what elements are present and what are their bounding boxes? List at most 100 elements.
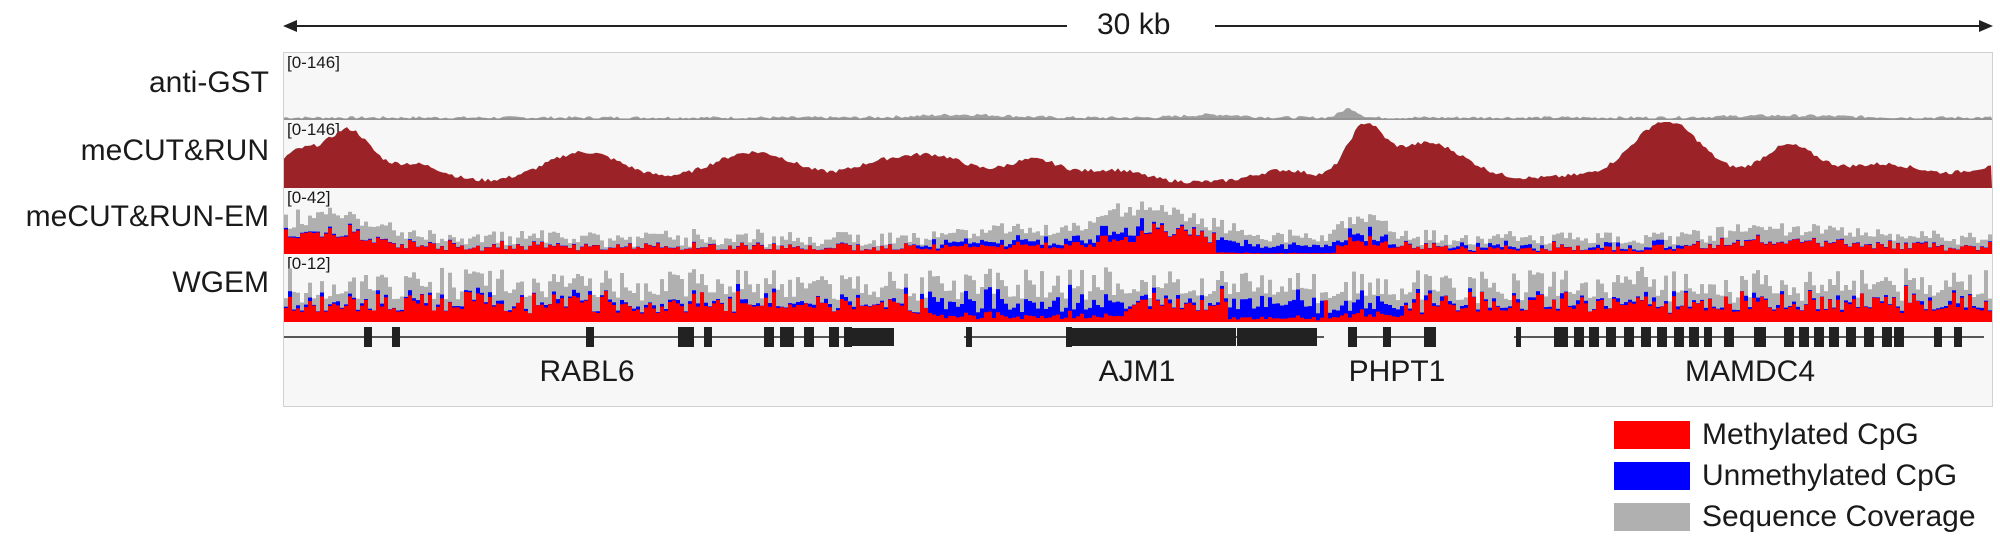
signal-bar [508, 236, 512, 254]
signal-bar [1416, 236, 1420, 254]
signal-bar [496, 278, 500, 322]
signal-bar [1340, 221, 1344, 254]
signal-bar [1964, 289, 1968, 322]
signal-bar [1472, 251, 1476, 254]
signal-bar [360, 225, 364, 254]
signal-bar [664, 230, 668, 254]
signal-bar [428, 294, 432, 322]
signal-bar [928, 239, 932, 254]
signal-bar [720, 283, 724, 322]
signal-bar [464, 291, 468, 322]
signal-bar [568, 297, 572, 322]
signal-bar [1360, 290, 1364, 322]
signal-bar [1088, 244, 1092, 254]
signal-bar [1684, 292, 1688, 322]
signal-bar [736, 234, 740, 254]
signal-bar [1952, 239, 1956, 254]
signal-bar [896, 249, 900, 254]
signal-bar [1008, 318, 1012, 322]
signal-bar [544, 247, 548, 254]
signal-bar [1288, 301, 1292, 322]
signal-bar [1908, 302, 1912, 322]
gene-exon [1589, 327, 1599, 347]
signal-bar [516, 282, 520, 322]
signal-bar [1144, 234, 1148, 254]
signal-bar [1216, 304, 1220, 322]
signal-bar [1292, 299, 1296, 322]
signal-bar [1704, 310, 1708, 322]
signal-bar [1448, 250, 1452, 254]
signal-bar [1756, 301, 1760, 322]
signal-bar [1448, 278, 1452, 322]
signal-bar [1056, 232, 1060, 254]
signal-bar [432, 298, 436, 322]
signal-bar [1032, 302, 1036, 322]
signal-bar [552, 294, 556, 322]
signal-bar [1288, 229, 1292, 254]
signal-bar [1960, 246, 1964, 254]
signal-bar [1280, 305, 1284, 322]
signal-bar [1080, 294, 1084, 322]
gene-exon [849, 328, 894, 346]
signal-bar [1944, 308, 1948, 322]
signal-bar [968, 299, 972, 322]
signal-bar [1400, 236, 1404, 254]
signal-bar [1512, 295, 1516, 322]
signal-bar [1464, 235, 1468, 254]
signal-bar [824, 239, 828, 254]
signal-bar [1300, 317, 1304, 322]
signal-bar [1048, 235, 1052, 254]
signal-bar [292, 291, 296, 322]
signal-bar [636, 236, 640, 254]
signal-bar [536, 245, 540, 254]
signal-bar [348, 224, 352, 254]
signal-bar [1580, 250, 1584, 254]
signal-bar [812, 307, 816, 322]
signal-bar [1656, 244, 1660, 254]
signal-bar [288, 296, 292, 322]
signal-bar [1536, 243, 1540, 254]
signal-bar [580, 247, 584, 254]
gene-exon [1574, 327, 1584, 347]
signal-bar [852, 288, 856, 322]
signal-bar [1248, 253, 1252, 254]
signal-bar [1184, 303, 1188, 322]
signal-bar [872, 305, 876, 322]
signal-bar [324, 298, 328, 322]
signal-bar [900, 305, 904, 322]
signal-bar [552, 246, 556, 254]
signal-bar [912, 245, 916, 254]
signal-bar [912, 233, 916, 254]
signal-bar [1088, 291, 1092, 322]
signal-bar [1304, 253, 1308, 254]
signal-bar [1152, 223, 1156, 254]
signal-bar [1400, 315, 1404, 322]
signal-bar [768, 249, 772, 254]
signal-bar [1240, 246, 1244, 254]
signal-bar [980, 308, 984, 322]
signal-bar [1308, 238, 1312, 254]
signal-bar [1548, 250, 1552, 254]
signal-bar [1112, 316, 1116, 322]
signal-bar [1968, 232, 1972, 254]
signal-bar [1548, 243, 1552, 254]
signal-bar [1920, 277, 1924, 322]
signal-bar [828, 307, 832, 322]
signal-bar [980, 244, 984, 254]
signal-bar [952, 280, 956, 322]
signal-bar [1084, 318, 1088, 322]
gene-exon [829, 327, 839, 347]
signal-bar [1972, 246, 1976, 254]
signal-bar [1140, 230, 1144, 254]
signal-bar [1512, 236, 1516, 254]
signal-bar [1748, 309, 1752, 322]
signal-bar [1736, 311, 1740, 322]
signal-bar [1500, 249, 1504, 254]
signal-bar [1268, 297, 1272, 322]
signal-bar [1596, 300, 1600, 322]
signal-bar [1496, 247, 1500, 254]
signal-bar [1188, 235, 1192, 254]
signal-bar [1800, 242, 1804, 254]
signal-bar [1812, 238, 1816, 254]
signal-bar [340, 218, 344, 254]
